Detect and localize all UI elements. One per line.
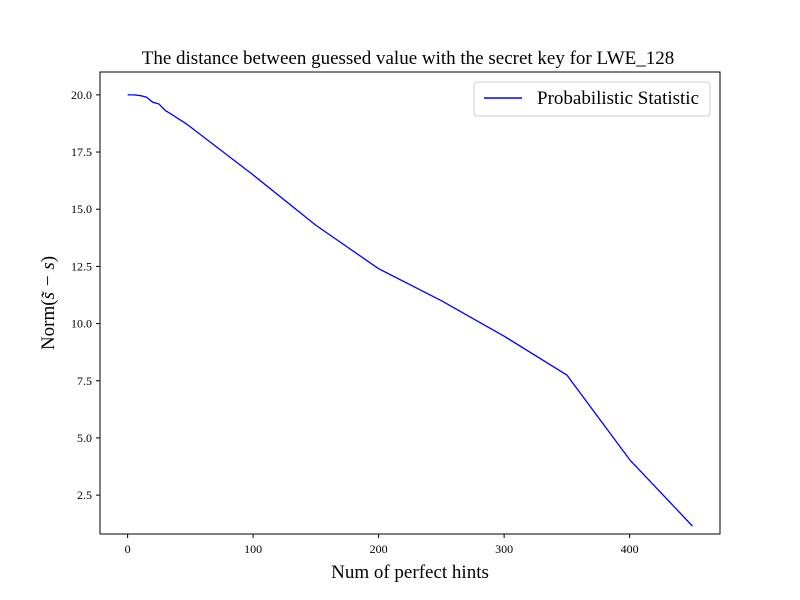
y-axis-label-math: s̃ − s bbox=[38, 262, 59, 299]
y-axis-label-prefix: Norm( bbox=[38, 299, 59, 350]
x-tick-label: 0 bbox=[125, 542, 131, 556]
y-tick-label: 2.5 bbox=[77, 488, 92, 502]
x-tick-label: 400 bbox=[621, 542, 639, 556]
x-tick-label: 200 bbox=[370, 542, 388, 556]
y-tick-label: 12.5 bbox=[71, 259, 92, 273]
plot-area: 0 100 200 300 400 2.55.07.510.012.515.017.52… bbox=[71, 71, 721, 556]
legend: Probabilistic Statistic bbox=[473, 81, 711, 117]
y-tick-label: 5.0 bbox=[77, 431, 92, 445]
plot-frame bbox=[99, 71, 721, 535]
y-axis-label-suffix: ) bbox=[38, 256, 59, 262]
y-tick-label: 20.0 bbox=[71, 88, 92, 102]
legend-label: Probabilistic Statistic bbox=[537, 88, 699, 109]
y-axis-label: Norm(s̃ − s) bbox=[38, 256, 59, 350]
series-layer bbox=[127, 94, 693, 527]
legend-box bbox=[473, 81, 711, 117]
y-tick-label: 10.0 bbox=[71, 317, 92, 331]
y-tick-label: 17.5 bbox=[71, 145, 92, 159]
y-tick-label: 15.0 bbox=[71, 202, 92, 216]
y-tick-label: 7.5 bbox=[77, 374, 92, 388]
x-axis: 0 100 200 300 400 bbox=[125, 534, 639, 556]
x-axis-label: Num of perfect hints bbox=[331, 562, 489, 583]
chart-title: The distance between guessed value with … bbox=[142, 48, 675, 69]
y-axis: 2.5 5.0 7.5 10.0 12.5 15.0 17.5 20.0 bbox=[71, 88, 100, 502]
x-tick-label: 100 bbox=[244, 542, 262, 556]
x-tick-label: 300 bbox=[495, 542, 513, 556]
series-line bbox=[127, 94, 693, 527]
